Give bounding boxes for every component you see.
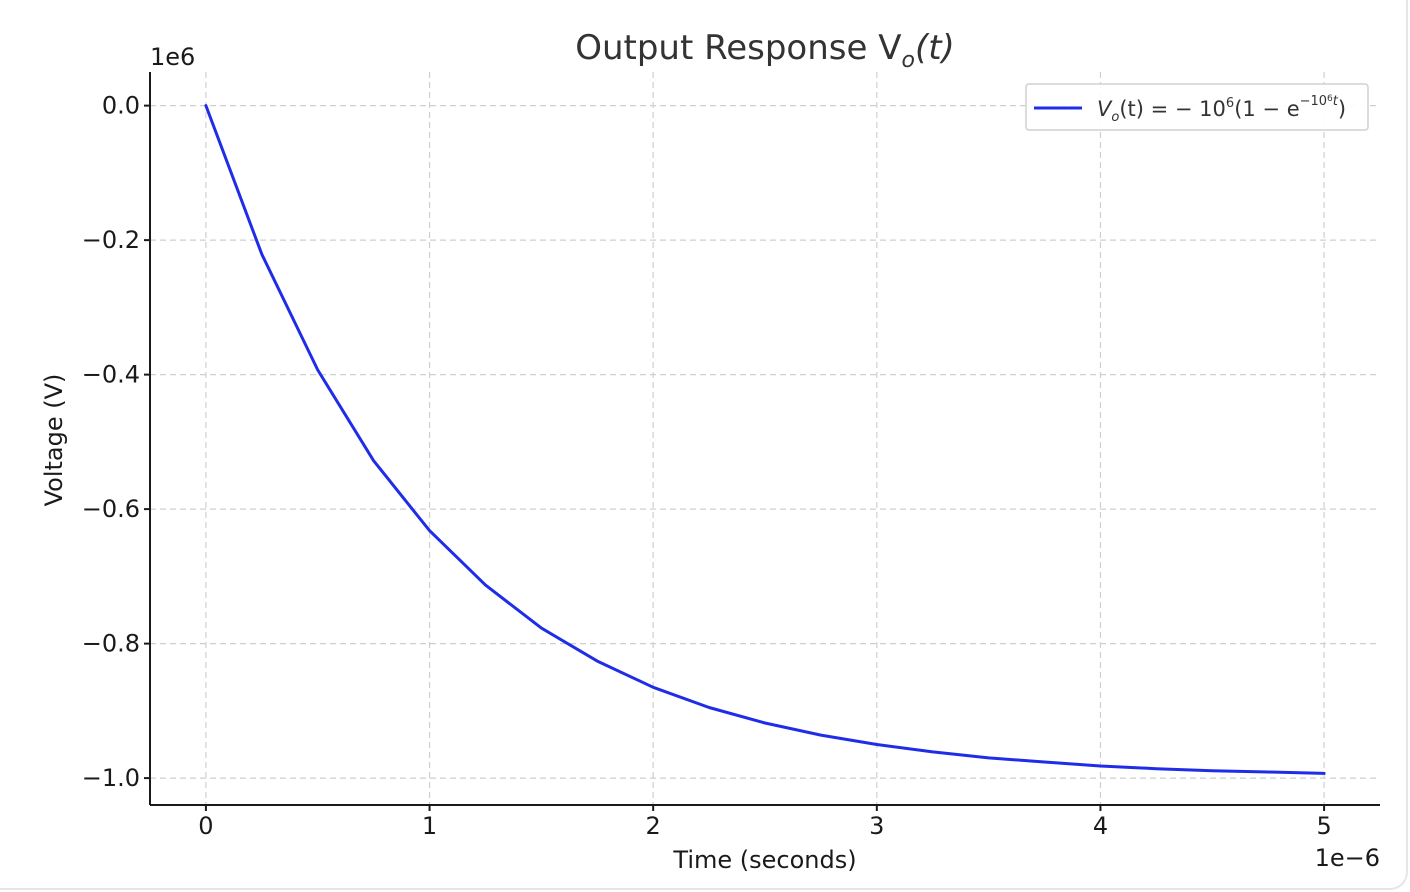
x-tick-label: 5 xyxy=(1316,812,1331,840)
x-tick-label: 1 xyxy=(422,812,437,840)
series xyxy=(204,104,1326,775)
legend-o: o xyxy=(1111,110,1119,125)
legend-mid: (t) = − 10 xyxy=(1119,97,1226,121)
chart-title: Output Response Vo(t) xyxy=(575,28,955,73)
x-offset-text: 1e−6 xyxy=(1315,844,1380,872)
ticks: 0 1 2 3 4 5 0.0 −0.2 −0.4 −0.6 −0.8 −1.0 xyxy=(82,92,1332,840)
x-tick-label: 4 xyxy=(1093,812,1108,840)
legend-box xyxy=(1025,83,1369,131)
y-tick-label: −0.6 xyxy=(82,495,140,523)
legend-label: Vo(t) = − 106(1 − e−106t) xyxy=(1097,94,1346,125)
legend-exp: −10 xyxy=(1300,94,1327,109)
y-offset-text: 1e6 xyxy=(150,43,195,71)
y-tick-label: −0.2 xyxy=(82,226,140,254)
title-sub: o xyxy=(901,48,914,73)
legend-exp-six: 6 xyxy=(1327,94,1333,104)
y-tick-label: −0.8 xyxy=(82,630,140,658)
axes xyxy=(149,72,1380,806)
x-axis-label: Time (seconds) xyxy=(672,846,856,874)
series-line xyxy=(204,104,1326,775)
y-tick-label: −0.4 xyxy=(82,361,140,389)
x-tick-label: 0 xyxy=(198,812,213,840)
y-axis-label: Voltage (V) xyxy=(40,374,68,507)
legend-v: V xyxy=(1097,97,1113,121)
title-main: Output Response V xyxy=(575,28,901,68)
y-tick-label: 0.0 xyxy=(102,92,140,120)
title-arg: (t) xyxy=(915,28,955,68)
legend-close: ) xyxy=(1338,97,1346,121)
legend-six: 6 xyxy=(1226,96,1234,111)
legend-exp-t: t xyxy=(1333,94,1339,109)
legend-paren: (1 − e xyxy=(1234,97,1299,121)
grid xyxy=(150,72,1380,805)
y-tick-label: −1.0 xyxy=(82,764,140,792)
x-tick-label: 2 xyxy=(646,812,661,840)
x-tick-label: 3 xyxy=(869,812,884,840)
legend: Vo(t) = − 106(1 − e−106t) xyxy=(1025,83,1369,131)
